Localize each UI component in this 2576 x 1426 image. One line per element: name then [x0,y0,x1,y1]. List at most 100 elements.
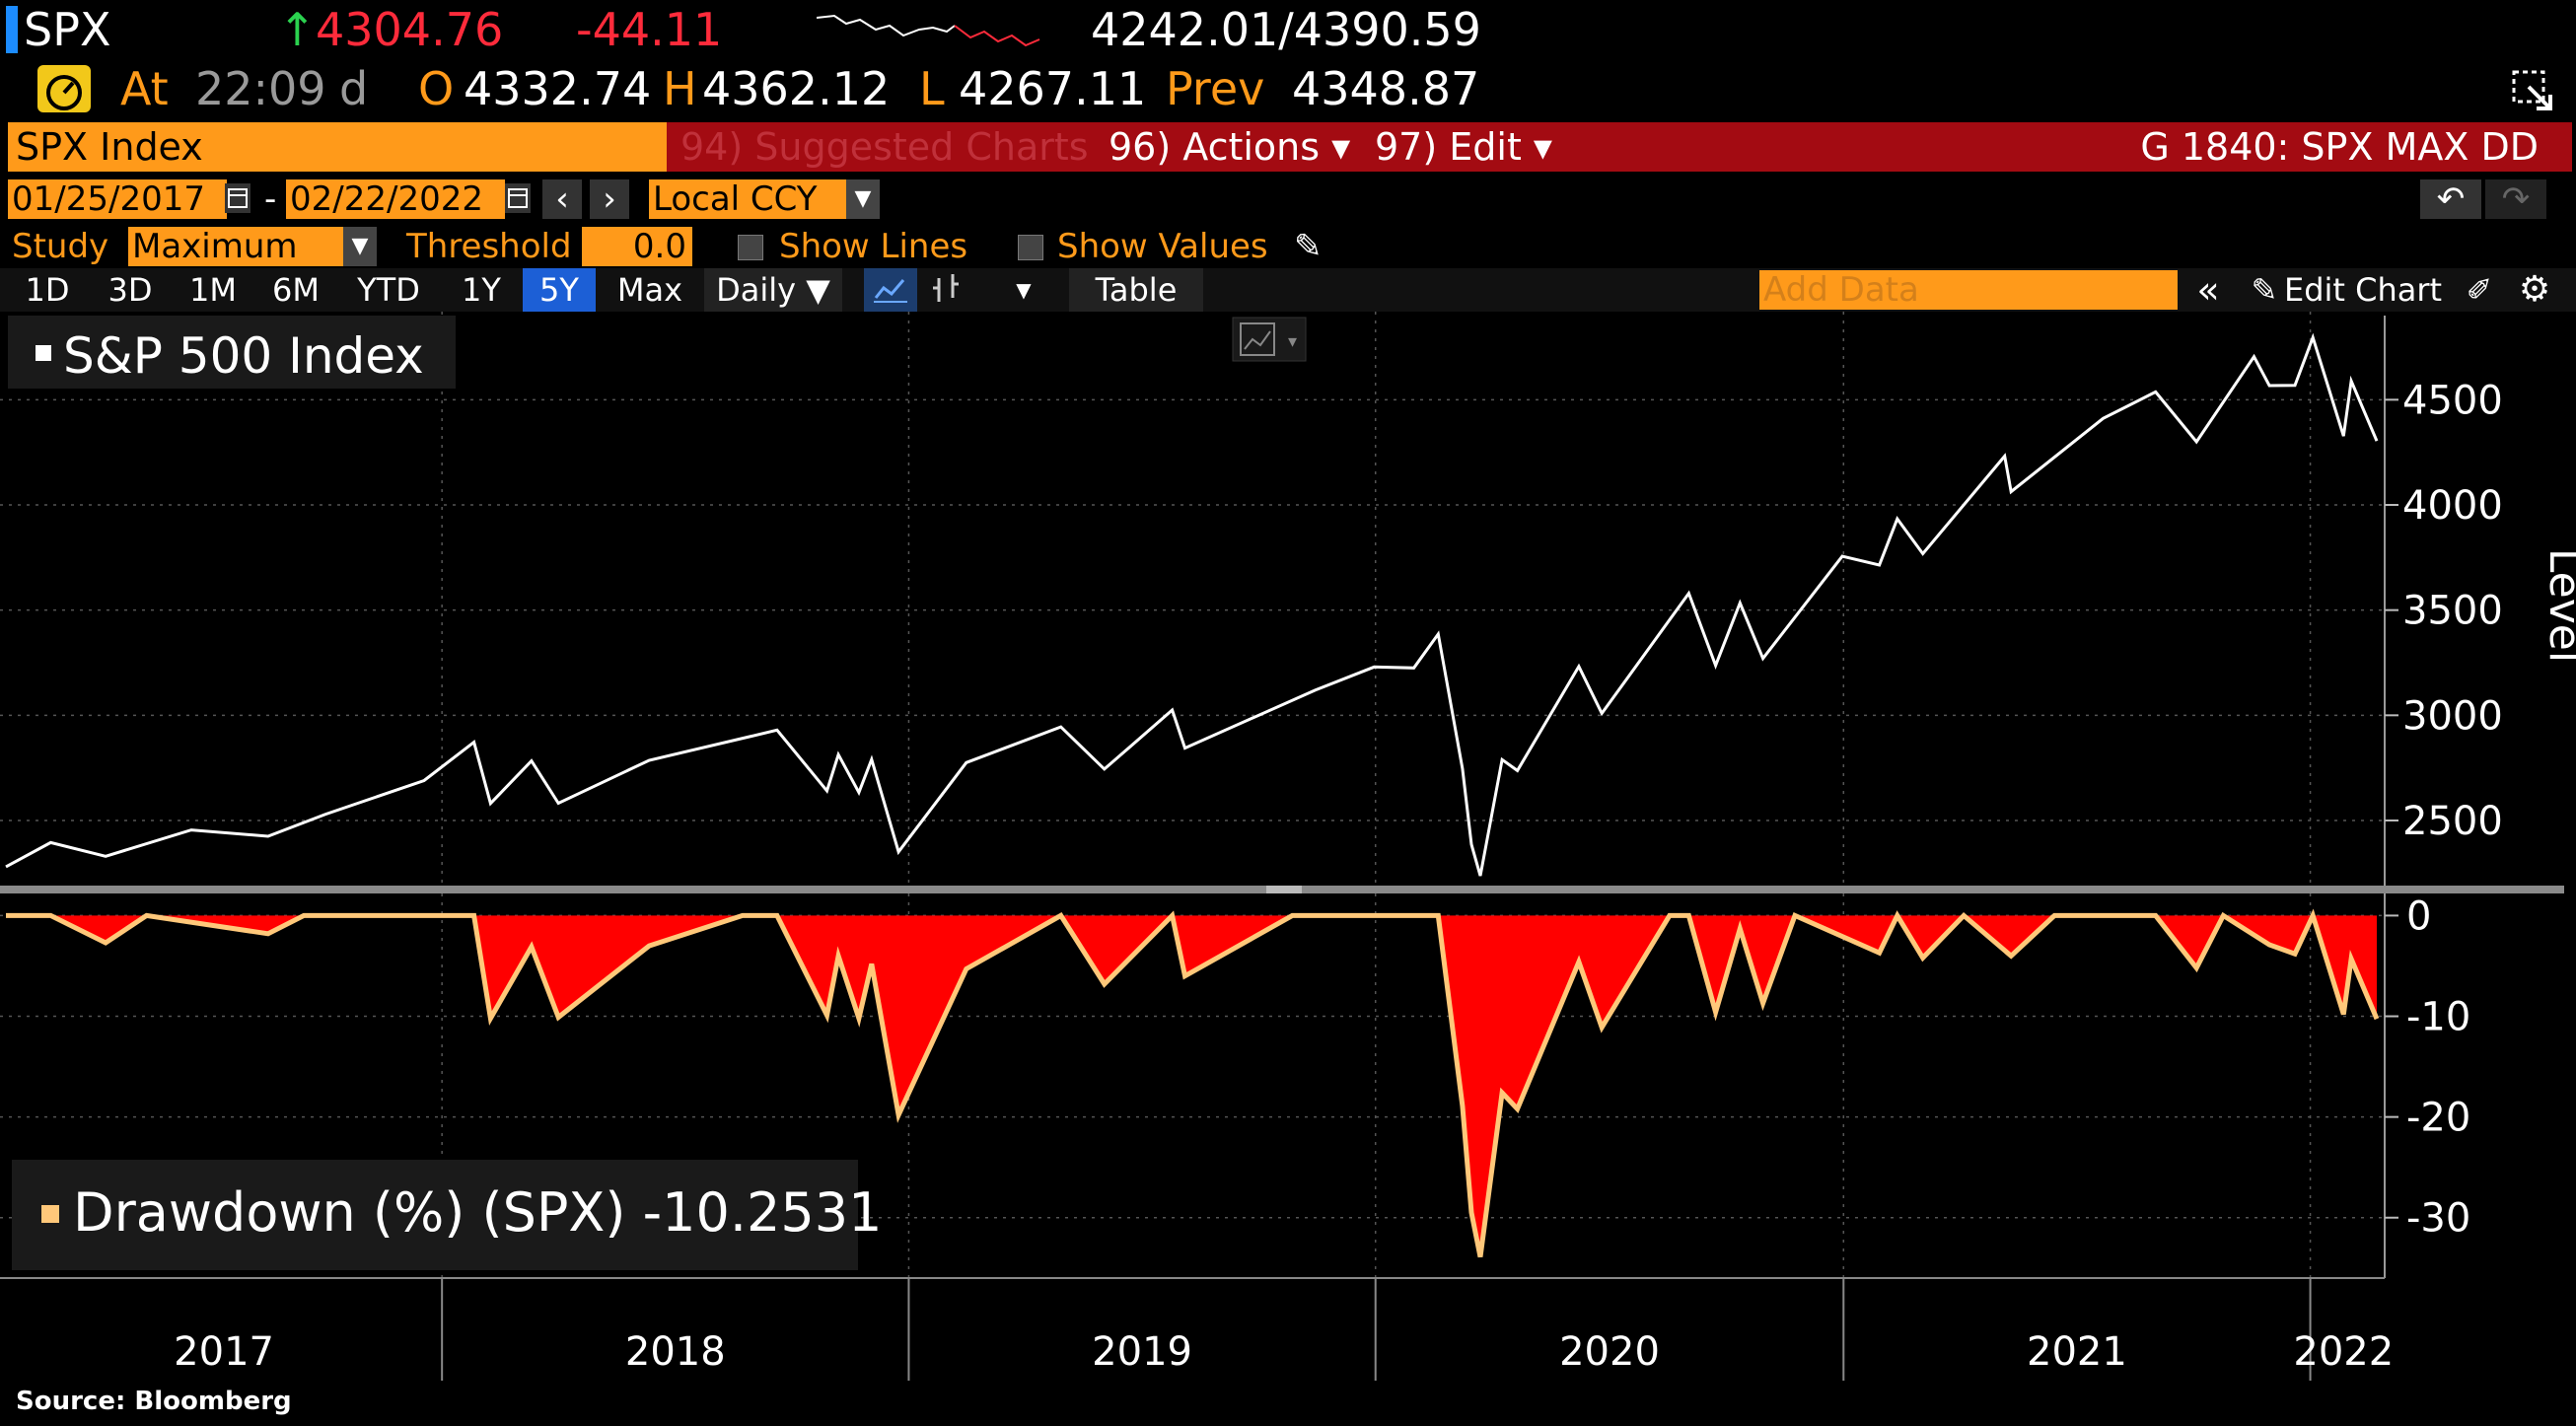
currency-select[interactable]: Local CCY [649,179,846,219]
date-dash: - [264,179,277,219]
range-bar: 1D 3D 1M 6M YTD 1Y 5Y Max Daily ▼ ▼ Tabl… [0,268,2576,312]
study-select[interactable]: Maximum Dr [128,227,343,266]
y-tick-label: -20 [2406,1096,2470,1141]
chart-title: G 1840: SPX MAX DD [1556,122,2572,172]
x-tick-label: 2017 [174,1329,274,1375]
add-data-input[interactable]: Add Data [1759,270,2178,310]
frequency-select[interactable]: Daily ▼ [704,268,842,312]
x-tick-label: 2018 [625,1329,726,1375]
threshold-input[interactable]: 0.0 [582,227,692,266]
popout-icon[interactable] [2511,67,2554,110]
range-max[interactable]: Max [616,271,683,309]
low-label: L [919,62,945,115]
at-label: At [120,62,169,115]
show-values-label: Show Values [1057,227,1268,266]
range-5y[interactable]: 5Y [523,268,596,312]
show-values-checkbox[interactable] [1018,235,1043,260]
calendar-icon[interactable] [225,183,250,213]
annotate-icon[interactable]: ✐ [2466,271,2493,309]
x-tick-label: 2022 [2293,1329,2394,1375]
range-1d[interactable]: 1D [25,271,70,309]
sparkline [817,14,1040,47]
quote-time: 22:09 [195,62,326,115]
study-bar: Study Maximum Dr ▼ Threshold 0.0 Show Li… [0,225,2576,268]
mini-chart-line [1244,330,1271,350]
range-3d[interactable]: 3D [107,271,153,309]
legend-box-lower [12,1160,858,1270]
y-tick-label: 3000 [2402,693,2503,739]
date-bar: 01/25/2017 - 02/22/2022 ‹ › Local CCY ▼ … [0,178,2576,223]
legend-swatch-drawdown [41,1205,59,1223]
suggested-charts-button[interactable]: 94) Suggested Charts [667,122,1101,172]
range-6m[interactable]: 6M [272,271,320,309]
chart-area[interactable]: 2500 3000 3500 4000 4500 0 -10 -20 -30 2017 2018… [0,312,2576,1426]
prev-label: Prev [1166,62,1265,115]
table-button[interactable]: Table [1069,268,1203,312]
quote-row: SPX ↑ 4304.76 -44.11 4242.01/4390.59 [0,0,2576,59]
ohlc-row: At 22:09 d O 4332.74 H 4362.12 L 4267.11… [0,59,2576,118]
chevron-down-icon[interactable]: ▼ [846,179,880,219]
net-change: -44.11 [576,3,723,56]
legend-swatch-spx [36,345,51,361]
show-lines-checkbox[interactable] [738,235,763,260]
y-tick-label: -30 [2406,1196,2470,1242]
range-ytd[interactable]: YTD [357,271,420,309]
gear-icon[interactable]: ⚙ [2518,269,2551,310]
open-label: O [418,62,455,115]
legend-drawdown[interactable]: Drawdown (%) (SPX) -10.2531 [73,1181,882,1244]
calendar-icon[interactable] [505,183,531,213]
splitter-handle[interactable] [1266,886,1302,893]
add-data-placeholder: Add Data [1763,270,1919,310]
actions-menu[interactable]: 96) Actions ▾ [1095,122,1367,172]
low-value: 4267.11 [959,62,1147,115]
chevron-down-icon: ▾ [1288,331,1297,352]
security-field[interactable]: SPX Index [8,122,669,172]
legend-box-upper [8,316,456,389]
chart-type-widget[interactable] [1232,317,1307,362]
ticker[interactable]: SPX [24,3,111,56]
range-1m[interactable]: 1M [189,271,237,309]
study-label: Study [12,227,109,266]
y-tick-label: 4500 [2402,378,2503,423]
next-period-icon[interactable]: › [590,179,629,219]
last-price: 4304.76 [316,3,504,56]
prev-period-icon[interactable]: ‹ [542,179,582,219]
gauge-icon[interactable] [37,65,91,112]
pencil-icon: ✎ [2251,271,2278,309]
x-tick-label: 2019 [1092,1329,1192,1375]
open-value: 4332.74 [464,62,652,115]
start-date-field[interactable]: 01/25/2017 [8,179,227,219]
mini-chart-icon [1240,322,1275,356]
collapse-icon[interactable]: « [2196,268,2220,312]
quote-d: d [339,62,369,115]
range-1y[interactable]: 1Y [462,271,501,309]
bar-chart-icon[interactable] [921,268,974,312]
y-tick-label: 2500 [2402,799,2503,844]
y-tick-label: -10 [2406,995,2470,1040]
high-value: 4362.12 [702,62,891,115]
high-label: H [663,62,697,115]
x-tick-label: 2020 [1559,1329,1660,1375]
show-lines-label: Show Lines [779,227,968,266]
chevron-down-icon[interactable]: ▼ [343,227,377,266]
spx-price-line [5,332,2379,877]
redo-icon[interactable]: ↷ [2485,179,2546,219]
ticker-marker [6,6,18,53]
chevron-down-icon[interactable]: ▼ [1016,278,1032,302]
x-tick-label: 2021 [2027,1329,2127,1375]
pencil-icon[interactable]: ✎ [1294,227,1323,266]
edit-chart-button[interactable]: Edit Chart [2284,271,2443,309]
up-arrow-icon: ↑ [278,3,317,56]
undo-icon[interactable]: ↶ [2420,179,2481,219]
y-tick-label: 0 [2406,893,2431,939]
source-note: Source: Bloomberg [16,1387,292,1416]
y-tick-label: 4000 [2402,483,2503,529]
edit-menu[interactable]: 97) Edit ▾ [1361,122,1562,172]
end-date-field[interactable]: 02/22/2022 [286,179,505,219]
y-axis-title: Level [2540,548,2576,663]
line-chart-icon[interactable] [864,268,917,312]
day-range: 4242.01/4390.59 [1091,3,1481,56]
command-bar: SPX Index 94) Suggested Charts 96) Actio… [0,120,2576,174]
legend-spx[interactable]: S&P 500 Index [63,327,424,385]
prev-value: 4348.87 [1292,62,1480,115]
